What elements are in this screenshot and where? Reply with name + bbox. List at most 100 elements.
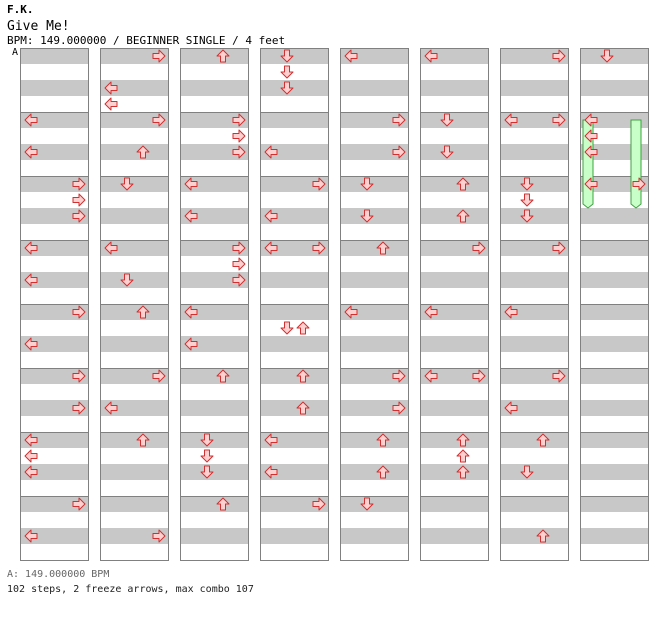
beat-stripe — [420, 304, 488, 320]
left-arrow-icon — [104, 401, 118, 415]
left-arrow-icon — [264, 241, 278, 255]
left-arrow-icon — [344, 305, 358, 319]
up-arrow-icon — [456, 433, 470, 447]
left-arrow-icon — [584, 129, 598, 143]
beat-stripe — [500, 144, 568, 160]
beat-stripe — [180, 80, 248, 96]
right-arrow-icon — [72, 193, 86, 207]
beat-stripe — [100, 432, 168, 448]
up-arrow-icon — [456, 465, 470, 479]
left-arrow-icon — [584, 177, 598, 191]
down-arrow-icon — [520, 177, 534, 191]
right-arrow-icon — [312, 241, 326, 255]
right-arrow-icon — [392, 145, 406, 159]
right-arrow-icon — [72, 177, 86, 191]
beat-stripe — [420, 240, 488, 256]
beat-stripe — [340, 272, 408, 288]
left-arrow-icon — [584, 113, 598, 127]
left-arrow-icon — [104, 97, 118, 111]
beat-stripe — [420, 112, 488, 128]
right-arrow-icon — [232, 241, 246, 255]
up-arrow-icon — [456, 209, 470, 223]
beat-stripe — [180, 112, 248, 128]
left-arrow-icon — [424, 305, 438, 319]
left-arrow-icon — [424, 369, 438, 383]
up-arrow-icon — [136, 433, 150, 447]
beat-stripe — [420, 368, 488, 384]
beat-stripe — [20, 240, 88, 256]
beat-stripe — [260, 272, 328, 288]
beat-stripe — [420, 144, 488, 160]
beat-stripe — [180, 176, 248, 192]
beat-stripe — [580, 304, 648, 320]
down-arrow-icon — [200, 465, 214, 479]
beat-stripe — [100, 496, 168, 512]
beat-stripe — [580, 48, 648, 64]
beat-stripe — [180, 528, 248, 544]
left-arrow-icon — [504, 401, 518, 415]
beat-stripe — [100, 464, 168, 480]
beat-stripe — [180, 272, 248, 288]
beat-stripe — [340, 400, 408, 416]
beat-stripe — [340, 176, 408, 192]
left-arrow-icon — [504, 113, 518, 127]
beat-stripe — [180, 368, 248, 384]
beat-stripe — [20, 80, 88, 96]
beat-stripe — [20, 336, 88, 352]
step-statistics: 102 steps, 2 freeze arrows, max combo 10… — [7, 584, 254, 595]
beat-stripe — [420, 336, 488, 352]
beat-stripe — [420, 432, 488, 448]
left-arrow-icon — [184, 177, 198, 191]
beat-stripe — [340, 304, 408, 320]
left-arrow-icon — [104, 241, 118, 255]
right-arrow-icon — [72, 369, 86, 383]
beat-stripe — [180, 304, 248, 320]
left-arrow-icon — [584, 145, 598, 159]
up-arrow-icon — [216, 369, 230, 383]
beat-stripe — [500, 304, 568, 320]
beat-stripe — [20, 400, 88, 416]
beat-stripe — [260, 496, 328, 512]
right-arrow-icon — [72, 401, 86, 415]
down-arrow-icon — [600, 49, 614, 63]
right-arrow-icon — [552, 241, 566, 255]
beat-stripe — [100, 272, 168, 288]
beat-stripe — [20, 464, 88, 480]
left-arrow-icon — [24, 241, 38, 255]
beat-stripe — [260, 112, 328, 128]
beat-stripe — [100, 176, 168, 192]
beat-stripe — [580, 496, 648, 512]
beat-stripe — [500, 368, 568, 384]
right-arrow-icon — [72, 209, 86, 223]
beat-stripe — [260, 432, 328, 448]
beat-stripe — [420, 80, 488, 96]
right-arrow-icon — [312, 177, 326, 191]
left-arrow-icon — [24, 529, 38, 543]
up-arrow-icon — [376, 241, 390, 255]
beat-stripe — [180, 496, 248, 512]
right-arrow-icon — [152, 369, 166, 383]
staff-frame — [180, 48, 249, 561]
down-arrow-icon — [280, 321, 294, 335]
right-arrow-icon — [392, 369, 406, 383]
down-arrow-icon — [520, 193, 534, 207]
artist-name: F.K. — [7, 3, 34, 16]
right-arrow-icon — [552, 369, 566, 383]
beat-stripe — [20, 48, 88, 64]
beat-stripe — [500, 80, 568, 96]
left-arrow-icon — [24, 449, 38, 463]
staff-frame — [20, 48, 89, 561]
left-arrow-icon — [24, 465, 38, 479]
right-arrow-icon — [152, 529, 166, 543]
beat-stripe — [500, 336, 568, 352]
beat-stripe — [180, 48, 248, 64]
up-arrow-icon — [136, 305, 150, 319]
beat-stripe — [500, 176, 568, 192]
beat-stripe — [340, 208, 408, 224]
beat-stripe — [180, 336, 248, 352]
beat-stripe — [180, 400, 248, 416]
beat-stripe — [260, 240, 328, 256]
staff-frame — [100, 48, 169, 561]
beat-stripe — [20, 304, 88, 320]
beat-stripe — [100, 208, 168, 224]
